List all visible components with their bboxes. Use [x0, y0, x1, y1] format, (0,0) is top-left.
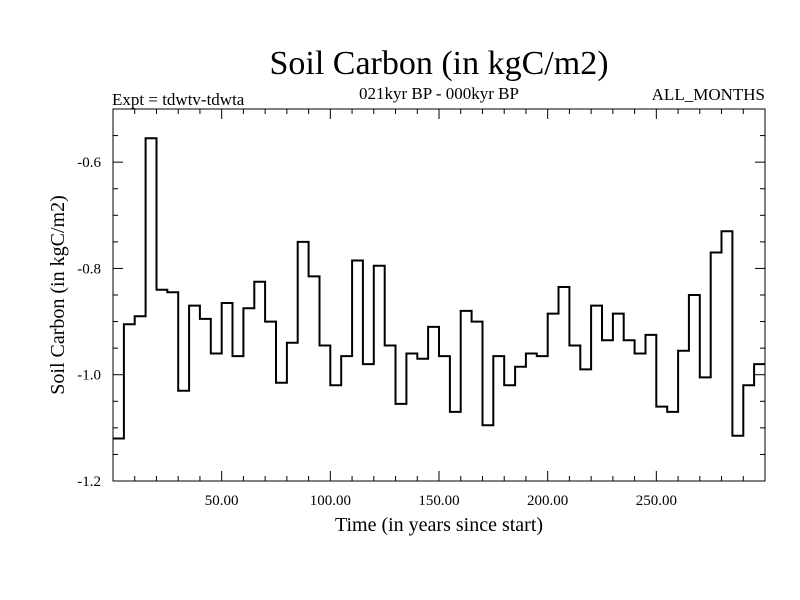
chart-title: Soil Carbon (in kgC/m2)	[269, 45, 608, 82]
x-tick-label: 200.00	[527, 493, 568, 509]
y-tick-label: -0.6	[77, 155, 101, 171]
y-tick-label: -1.2	[77, 474, 101, 490]
experiment-label: Expt = tdwtv-tdwta	[112, 90, 245, 109]
plot-frame	[112, 108, 766, 482]
axis-ticks	[113, 108, 765, 482]
y-tick-label: -1.0	[77, 368, 101, 384]
soil-carbon-step-line	[113, 137, 765, 440]
months-label: ALL_MONTHS	[652, 85, 765, 104]
x-tick-label: 50.00	[205, 493, 239, 509]
x-axis-label: Time (in years since start)	[335, 514, 543, 536]
x-tick-label: 250.00	[636, 493, 677, 509]
tick-labels: 50.00 100.00 150.00 200.00 250.00 -1.2 -1.0 -0.…	[77, 155, 677, 509]
y-axis-label: Soil Carbon (in kgC/m2)	[47, 195, 69, 394]
period-label: 021kyr BP - 000kyr BP	[359, 84, 519, 103]
y-tick-label: -0.8	[77, 261, 101, 277]
x-tick-label: 100.00	[310, 493, 351, 509]
x-tick-label: 150.00	[418, 493, 459, 509]
